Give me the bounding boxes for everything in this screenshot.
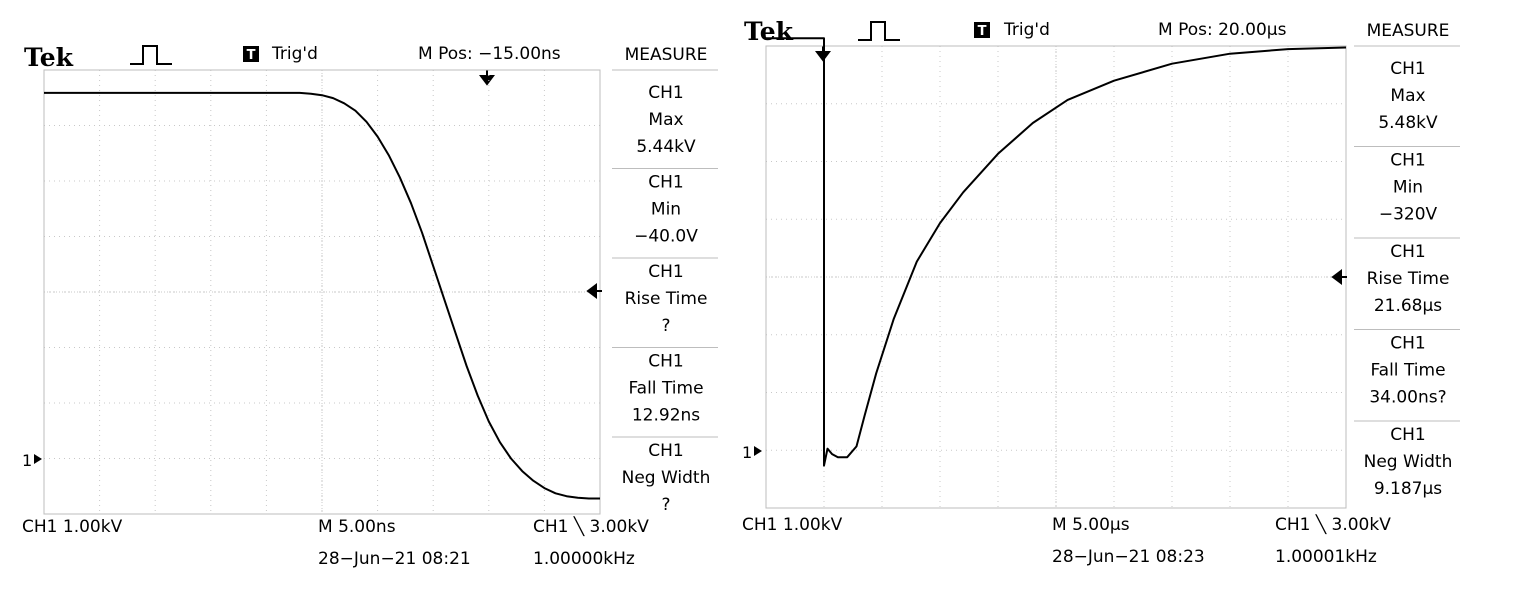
trigger-badge-letter: T	[978, 24, 987, 39]
measure-channel: CH1	[1390, 425, 1425, 445]
timebase-readout: M 5.00ns	[318, 517, 396, 537]
measure-channel: CH1	[648, 173, 683, 193]
measure-channel: CH1	[1390, 59, 1425, 79]
measure-channel: CH1	[648, 352, 683, 372]
trigger-pulse-icon	[130, 45, 172, 65]
measure-value: 21.68µs	[1374, 296, 1442, 316]
measure-channel: CH1	[1390, 334, 1425, 354]
measure-value: −320V	[1379, 205, 1438, 225]
waveform-trace	[44, 91, 600, 500]
frequency-readout: 1.00001kHz	[1275, 547, 1377, 567]
waveform-line	[44, 91, 600, 500]
channel-scale: CH1 1.00kV	[742, 515, 843, 535]
oscilloscope-right: Tek T Trig'd M Pos: 20.00µs 1 MEASURE CH…	[740, 0, 1520, 614]
measure-panel: CH1 Max 5.44kV CH1 Min −40.0V CH1 Rise Time? CH1…	[612, 83, 718, 515]
trigger-pulse-icon	[858, 21, 900, 41]
waveform-trace	[766, 37, 1347, 467]
measure-title: MEASURE	[625, 45, 708, 65]
channel-marker: 1	[742, 443, 752, 462]
m-pos-readout: M Pos: 20.00µs	[1158, 20, 1287, 40]
measure-channel: CH1	[1390, 151, 1425, 171]
trigger-status: Trig'd	[1003, 20, 1050, 40]
frequency-readout: 1.00000kHz	[533, 549, 635, 569]
graticule	[766, 46, 1346, 508]
brand-label: Tek	[744, 17, 794, 46]
trigger-badge-letter: T	[247, 48, 256, 63]
measure-label: Neg Width	[622, 468, 711, 488]
measure-label: Min	[651, 200, 681, 220]
trigger-level-arrow-icon	[1331, 269, 1347, 285]
measure-channel: CH1	[1390, 242, 1425, 262]
trigger-status: Trig'd	[271, 44, 318, 64]
ground-level-arrow-icon	[34, 454, 42, 464]
measure-label: Rise Time	[1367, 269, 1450, 289]
channel-scale: CH1 1.00kV	[22, 517, 123, 537]
measure-value: 34.00ns?	[1369, 388, 1446, 408]
measure-label: Max	[1390, 86, 1425, 106]
measure-channel: CH1	[648, 262, 683, 282]
graticule	[44, 70, 600, 514]
trigger-badge-icon	[974, 22, 990, 38]
measure-panel: CH1 Max 5.48kV CH1 Min −320V CH1 Rise Time 21.68…	[1354, 59, 1460, 499]
ground-level-arrow-icon	[754, 446, 762, 456]
measure-value: 12.92ns	[632, 406, 700, 426]
oscilloscope-left: Tek T Trig'd M Pos: −15.00ns 1 MEASURE C…	[0, 0, 740, 614]
waveform-line	[766, 37, 1347, 467]
measure-label: Fall Time	[628, 379, 703, 399]
measure-label: Max	[648, 110, 683, 130]
measure-value: ?	[661, 495, 670, 515]
measure-label: Neg Width	[1364, 452, 1453, 472]
timebase-readout: M 5.00µs	[1052, 515, 1130, 535]
measure-value: −40.0V	[634, 227, 698, 247]
measure-value: ?	[661, 316, 670, 336]
measure-channel: CH1	[648, 83, 683, 103]
measure-value: 5.44kV	[636, 137, 696, 157]
trigger-readout: CH1 ╲ 3.00kV	[533, 516, 649, 537]
trigger-level-arrow-icon	[586, 283, 602, 299]
trigger-position-arrow-icon	[479, 70, 495, 86]
measure-label: Fall Time	[1370, 361, 1445, 381]
measure-value: 5.48kV	[1378, 113, 1438, 133]
m-pos-readout: M Pos: −15.00ns	[418, 44, 561, 64]
date-time: 28−Jun−21 08:23	[1052, 547, 1205, 567]
measure-value: 9.187µs	[1374, 479, 1442, 499]
trigger-readout: CH1 ╲ 3.00kV	[1275, 514, 1391, 535]
measure-title: MEASURE	[1367, 21, 1450, 41]
measure-label: Rise Time	[625, 289, 708, 309]
channel-marker: 1	[22, 451, 32, 470]
scope-svg-left: Tek T Trig'd M Pos: −15.00ns 1 MEASURE C…	[22, 43, 718, 569]
measure-channel: CH1	[648, 441, 683, 461]
measure-label: Min	[1393, 178, 1423, 198]
scope-svg-right: Tek T Trig'd M Pos: 20.00µs 1 MEASURE CH…	[742, 17, 1460, 567]
trigger-badge-icon	[243, 46, 259, 62]
date-time: 28−Jun−21 08:21	[318, 549, 471, 569]
brand-label: Tek	[24, 43, 74, 72]
